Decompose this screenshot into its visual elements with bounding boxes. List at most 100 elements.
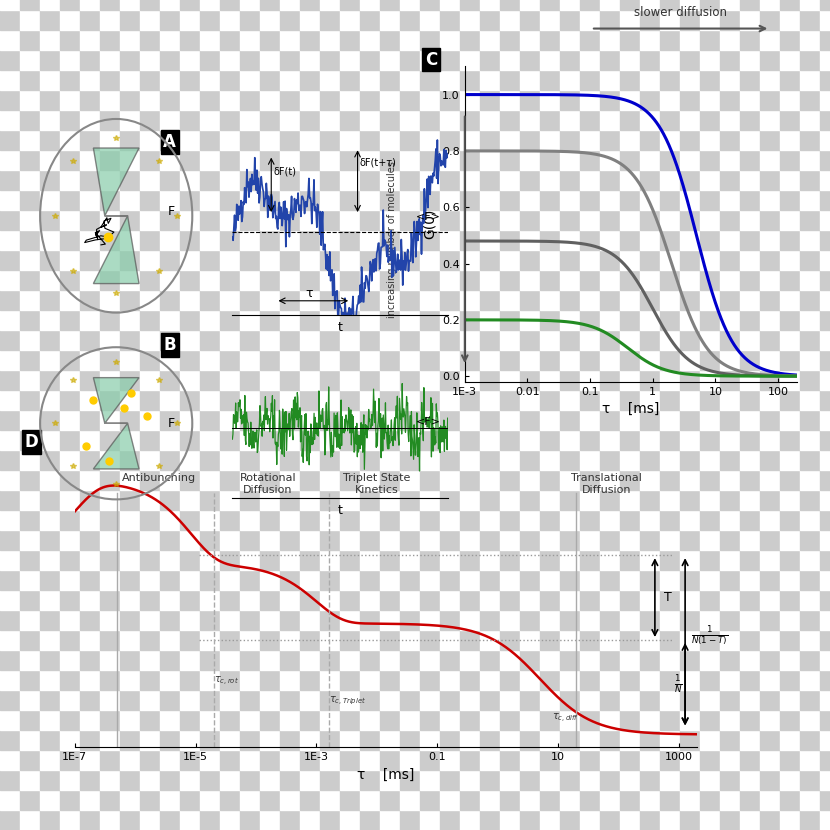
Bar	[240, 210, 260, 230]
Bar	[140, 10, 160, 30]
Bar	[540, 410, 560, 430]
Bar	[780, 590, 800, 610]
Bar	[320, 50, 340, 70]
Bar	[180, 190, 200, 210]
Bar	[240, 10, 260, 30]
Bar	[720, 0, 740, 10]
Bar	[160, 690, 180, 710]
Bar	[500, 290, 520, 310]
Bar	[660, 530, 680, 550]
Bar	[640, 130, 660, 150]
Bar	[780, 90, 800, 110]
Bar	[0, 310, 20, 330]
Bar	[620, 550, 640, 570]
Bar	[740, 0, 760, 10]
Bar	[660, 70, 680, 90]
Bar	[700, 410, 720, 430]
Bar	[220, 150, 240, 170]
Bar	[640, 170, 660, 190]
Bar	[440, 630, 460, 650]
Bar	[420, 590, 440, 610]
Bar	[340, 650, 360, 670]
Bar	[60, 370, 80, 390]
Bar	[0, 670, 20, 690]
Bar	[0, 810, 20, 830]
Bar	[820, 690, 830, 710]
Bar	[680, 350, 700, 370]
Bar	[80, 550, 100, 570]
Bar	[760, 490, 780, 510]
Bar	[420, 550, 440, 570]
Bar	[100, 90, 120, 110]
Bar	[440, 710, 460, 730]
Bar	[480, 110, 500, 130]
Bar	[800, 110, 820, 130]
Bar	[320, 370, 340, 390]
Bar	[660, 510, 680, 530]
Bar	[680, 810, 700, 830]
Bar	[160, 210, 180, 230]
Bar	[760, 550, 780, 570]
Bar	[420, 650, 440, 670]
Bar	[500, 30, 520, 50]
Bar	[0, 350, 20, 370]
Bar	[200, 730, 220, 750]
Bar	[620, 570, 640, 590]
Bar	[660, 670, 680, 690]
Bar	[800, 50, 820, 70]
Bar	[60, 530, 80, 550]
Bar	[520, 0, 540, 10]
Bar	[480, 650, 500, 670]
Bar	[160, 590, 180, 610]
Bar	[300, 730, 320, 750]
Bar	[440, 670, 460, 690]
Bar	[60, 170, 80, 190]
Bar	[380, 250, 400, 270]
Bar	[280, 130, 300, 150]
Bar	[700, 330, 720, 350]
Bar	[300, 590, 320, 610]
Bar	[140, 270, 160, 290]
Bar	[100, 750, 120, 770]
X-axis label: t: t	[338, 504, 343, 516]
Bar	[140, 230, 160, 250]
Bar	[440, 750, 460, 770]
Bar	[340, 330, 360, 350]
Bar	[320, 510, 340, 530]
Bar	[740, 130, 760, 150]
Bar	[300, 510, 320, 530]
Bar	[500, 810, 520, 830]
Bar	[780, 470, 800, 490]
Bar	[160, 350, 180, 370]
Bar	[700, 570, 720, 590]
Bar	[680, 150, 700, 170]
Bar	[180, 630, 200, 650]
Bar	[700, 50, 720, 70]
Bar	[620, 310, 640, 330]
Bar	[680, 230, 700, 250]
Bar	[680, 330, 700, 350]
Bar	[600, 450, 620, 470]
Bar	[80, 670, 100, 690]
Bar	[340, 50, 360, 70]
Bar	[360, 750, 380, 770]
Bar	[780, 330, 800, 350]
Bar	[20, 550, 40, 570]
Bar	[300, 690, 320, 710]
Bar	[120, 410, 140, 430]
Text: $\tau_{c,diff}$: $\tau_{c,diff}$	[552, 712, 579, 725]
Bar	[780, 430, 800, 450]
Bar	[40, 90, 60, 110]
Bar	[0, 570, 20, 590]
Bar	[400, 790, 420, 810]
Bar	[820, 630, 830, 650]
Bar	[240, 770, 260, 790]
Bar	[320, 310, 340, 330]
Bar	[140, 0, 160, 10]
Bar	[460, 590, 480, 610]
Bar	[680, 570, 700, 590]
Bar	[300, 350, 320, 370]
Bar	[340, 310, 360, 330]
Bar	[360, 310, 380, 330]
Bar	[460, 810, 480, 830]
